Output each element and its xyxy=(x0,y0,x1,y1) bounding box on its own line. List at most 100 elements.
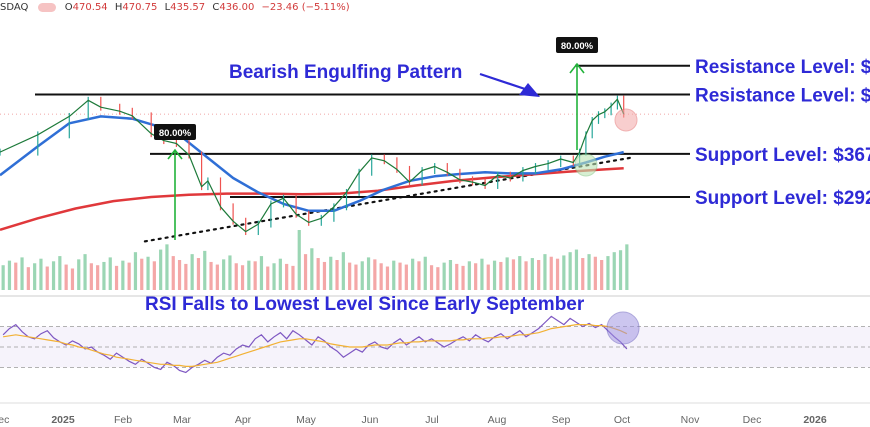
volume-bar xyxy=(291,265,295,290)
volume-bar xyxy=(133,252,138,290)
time-tick-label: Oct xyxy=(614,414,630,426)
volume-bar xyxy=(272,263,276,290)
time-tick-label: Jul xyxy=(425,414,438,426)
symbol-label: SDAQ xyxy=(0,2,29,13)
volume-bar xyxy=(152,261,156,290)
volume-bar xyxy=(455,263,459,290)
volume-bar xyxy=(234,263,238,290)
volume-bar xyxy=(303,254,308,290)
volume-bar xyxy=(108,257,112,290)
volume-bar xyxy=(411,258,415,290)
volume-bar xyxy=(203,250,207,290)
volume-bar xyxy=(177,260,182,290)
volume-bar xyxy=(316,258,320,290)
volume-bar xyxy=(228,255,232,290)
volume-bar xyxy=(278,258,282,290)
time-axis: Dec 2025 Feb Mar Apr May Jun Jul Aug Sep Oct Nov Dec… xyxy=(0,402,870,426)
volume-bar xyxy=(606,256,610,290)
support-touch-circle xyxy=(574,153,598,177)
volume-bar xyxy=(335,260,339,290)
volume-bar xyxy=(530,258,534,290)
pattern-title: Bearish Engulfing Pattern xyxy=(229,62,462,83)
volume-bar xyxy=(222,259,226,290)
volume-bar xyxy=(442,262,446,290)
high-label: H xyxy=(114,2,123,13)
volume-bar xyxy=(159,249,163,290)
time-tick-label: Apr xyxy=(235,414,252,426)
time-tick-label: Mar xyxy=(173,414,192,426)
ohlc-header: SDAQ O470.54 H470.75 L435.57 C436.00 −23… xyxy=(0,2,350,13)
volume-bar xyxy=(429,265,434,290)
volume-bar xyxy=(511,259,516,290)
volume-bar xyxy=(398,262,402,290)
volume-bar xyxy=(14,262,18,290)
volume-bar xyxy=(121,260,125,290)
rsi-ma-line xyxy=(3,324,628,367)
weather-icon xyxy=(37,2,56,12)
level-label-2: Resistance Level: $ xyxy=(695,86,870,107)
volume-bar xyxy=(360,261,364,290)
time-tick-label: Jun xyxy=(362,414,379,426)
volume-bar xyxy=(593,256,597,290)
volume-bar xyxy=(612,252,616,290)
volume-bar xyxy=(562,255,566,290)
volume-bar xyxy=(581,258,585,290)
volume-bar xyxy=(600,260,604,290)
measure-arrow-right-head xyxy=(569,62,585,74)
level-label-1: Resistance Level: $ xyxy=(695,57,870,78)
volume-bar xyxy=(549,256,553,290)
measure-label-right-box xyxy=(556,37,598,53)
sma-200-line xyxy=(0,166,624,231)
volume-bar xyxy=(45,266,49,290)
volume-bar xyxy=(348,262,352,290)
volume-bar xyxy=(140,258,144,290)
volume-bar xyxy=(102,261,106,290)
time-tick-label: May xyxy=(296,414,317,426)
volume-pane xyxy=(1,230,629,290)
volume-bar xyxy=(165,244,169,290)
measure-label-right: 80.00% xyxy=(561,41,594,52)
volume-bar xyxy=(524,261,528,290)
volume-bar xyxy=(58,256,62,290)
level-label-3: Support Level: $367 xyxy=(695,145,870,166)
time-tick-label: Dec xyxy=(743,414,762,426)
volume-bar xyxy=(146,256,150,290)
volume-bar xyxy=(537,260,541,290)
volume-bar xyxy=(543,254,547,290)
pattern-arrow-head xyxy=(519,83,540,97)
volume-bar xyxy=(266,266,270,290)
low-label: L xyxy=(164,2,171,13)
pattern-arrow-shaft xyxy=(479,72,529,92)
volume-bar xyxy=(196,258,201,290)
volume-bar xyxy=(26,267,30,290)
volume-bar xyxy=(379,263,383,290)
volume-bar xyxy=(574,249,579,290)
measure-arrow-left-head xyxy=(167,148,183,160)
time-tick-label: Feb xyxy=(114,414,132,426)
volume-bar xyxy=(77,259,81,290)
price-line xyxy=(0,98,625,233)
rsi-title: RSI Falls to Lowest Level Since Early Se… xyxy=(145,294,585,315)
volume-bar xyxy=(96,265,100,290)
time-tick-label: Aug xyxy=(488,414,507,426)
volume-bar xyxy=(83,254,87,290)
volume-bar xyxy=(392,260,396,290)
volume-bar xyxy=(51,261,56,290)
volume-bar xyxy=(555,258,560,290)
volume-bar xyxy=(64,264,68,290)
volume-bar xyxy=(39,258,43,290)
volume-bar xyxy=(366,257,371,290)
volume-bar xyxy=(436,267,440,290)
volume-bar xyxy=(404,264,408,290)
volume-bar xyxy=(618,250,623,290)
volume-bar xyxy=(505,257,509,290)
time-tick-label: Nov xyxy=(681,414,700,426)
volume-bar xyxy=(171,256,175,290)
high-value: 470.75 xyxy=(122,2,158,13)
volume-bar xyxy=(625,244,629,290)
volume-bar xyxy=(486,264,490,290)
volume-bar xyxy=(209,261,213,290)
volume-bar xyxy=(568,252,572,290)
volume-bar xyxy=(70,268,75,290)
volume-bar xyxy=(190,254,194,290)
